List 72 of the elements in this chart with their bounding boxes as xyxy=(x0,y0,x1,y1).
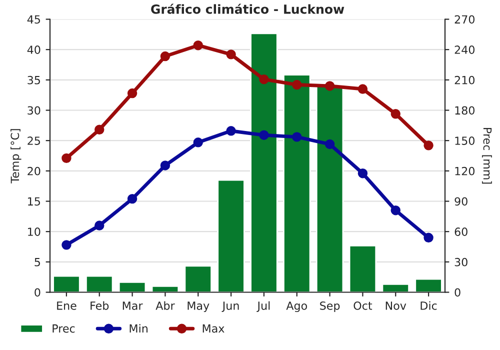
x-tick-label: Jul xyxy=(256,301,270,312)
y2-tick-label: 30 xyxy=(454,258,468,266)
x-tick-label: Oct xyxy=(354,301,372,310)
y2-axis-title: Prec [mm] xyxy=(482,128,492,184)
x-tick-label: Ago xyxy=(286,302,307,312)
y2-tick-label: 210 xyxy=(454,76,474,84)
point xyxy=(259,74,269,84)
point xyxy=(226,50,236,60)
bar xyxy=(86,275,114,292)
y-tick-label: 20 xyxy=(28,166,40,176)
point xyxy=(324,139,335,150)
y-tick-label: 10 xyxy=(28,228,40,236)
point xyxy=(390,205,400,216)
bar xyxy=(283,74,311,292)
point xyxy=(292,132,302,142)
y-tick-label: 25 xyxy=(28,136,40,145)
point xyxy=(226,126,236,136)
point xyxy=(193,138,203,148)
bar xyxy=(184,265,212,292)
x-tick-label: Sep xyxy=(320,301,340,312)
y2-tick-label: 150 xyxy=(455,136,474,145)
bar xyxy=(382,283,410,292)
bar xyxy=(118,281,146,292)
x-tick-label: Mar xyxy=(122,302,143,310)
y-tick-label: 15 xyxy=(28,197,40,206)
y2-tick-label: 60 xyxy=(454,228,468,236)
y-tick-label: 45 xyxy=(27,15,40,24)
point xyxy=(160,160,170,170)
point xyxy=(390,109,400,119)
legend-label: Prec xyxy=(52,324,75,333)
point xyxy=(424,232,434,243)
bar xyxy=(250,32,278,292)
y2-tick-label: 90 xyxy=(454,197,468,206)
x-tick-label: Ene xyxy=(57,302,76,310)
x-tick-label: May xyxy=(188,302,210,312)
x-tick-label: Feb xyxy=(90,301,109,310)
y-tick-label: 5 xyxy=(34,258,40,266)
y2-tick-label: 270 xyxy=(454,15,474,24)
point xyxy=(193,40,203,50)
bar xyxy=(52,275,80,292)
point xyxy=(62,153,72,164)
bar xyxy=(217,179,245,292)
point xyxy=(259,130,269,140)
bar xyxy=(414,278,442,292)
point xyxy=(127,194,138,204)
point xyxy=(160,51,170,62)
y-tick-label: 0 xyxy=(34,288,40,297)
y-axis-title: Temp [°C] xyxy=(10,129,22,184)
x-tick-label: Nov xyxy=(386,302,406,310)
point xyxy=(358,84,368,94)
y2-tick-label: 120 xyxy=(455,166,474,176)
y-tick-label: 30 xyxy=(28,106,40,115)
x-tick-label: Jun xyxy=(222,302,239,312)
point xyxy=(94,220,104,230)
point xyxy=(62,240,72,250)
x-tick-label: Abr xyxy=(156,301,175,310)
point xyxy=(424,140,434,150)
y2-tick-label: 180 xyxy=(455,106,474,115)
bar xyxy=(348,245,377,292)
y2-tick-label: 240 xyxy=(454,46,474,54)
point xyxy=(94,124,104,135)
y-tick-label: 40 xyxy=(27,46,40,54)
point xyxy=(127,88,138,98)
point xyxy=(292,80,302,90)
y-tick-label: 35 xyxy=(28,76,40,84)
chart-title: Gráfico climático - Lucknow xyxy=(151,4,344,14)
point xyxy=(324,81,335,91)
y2-tick-label: 0 xyxy=(454,288,460,297)
point xyxy=(358,168,368,178)
legend-label: Max xyxy=(202,324,224,333)
legend-label: Min xyxy=(130,324,148,333)
x-tick-label: Dic xyxy=(420,301,437,310)
